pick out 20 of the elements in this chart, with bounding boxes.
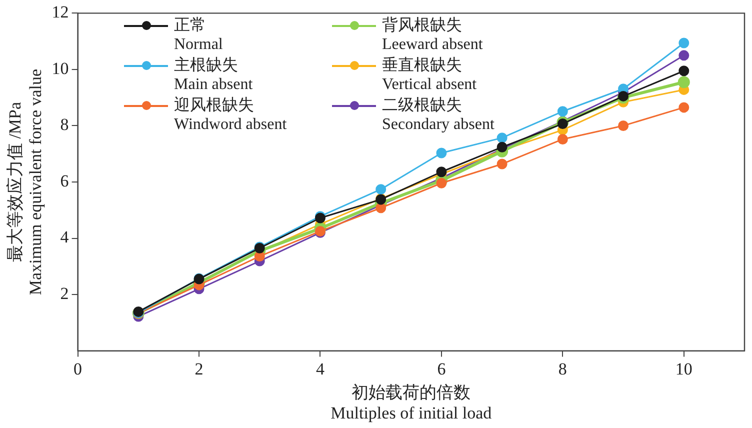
y-tick-label: 2 [60,284,69,303]
y-tick-label: 4 [60,228,70,247]
y-axis-title: 最大等效应力值 /MPa Maximum equivalent force value [6,68,46,296]
y-tick-label: 6 [60,171,69,190]
x-tick-label: 10 [675,359,692,378]
legend-label: 主根缺失 Main absent [174,56,253,94]
y-tick-label: 8 [60,115,69,134]
x-axis-title: 初始载荷的倍数 Multiples of initial load [330,382,492,422]
y-tick-label: 12 [52,2,69,22]
y-tick-label: 10 [52,58,69,78]
x-tick-label: 0 [74,359,82,378]
legend-label: 背风根缺失 Leeward absent [382,16,483,54]
legend-label: 正常 Normal [174,16,223,54]
x-tick-label: 8 [558,359,567,378]
x-tick-label: 6 [437,359,446,378]
legend-label: 二级根缺失 Secondary absent [382,96,494,134]
x-tick-label: 4 [316,359,325,378]
x-tick-label: 2 [194,359,204,378]
legend-label: 垂直根缺失 Vertical absent [382,56,477,94]
legend-label: 迎风根缺失 Windword absent [174,96,287,134]
